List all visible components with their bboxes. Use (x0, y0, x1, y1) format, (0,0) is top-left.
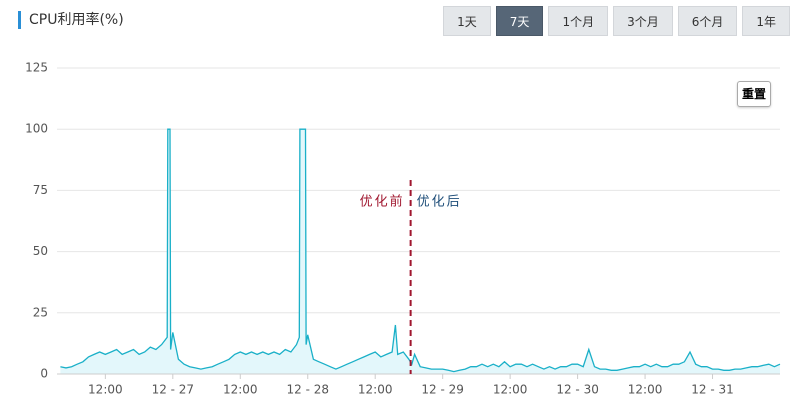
x-tick-label: 12:00 (493, 383, 528, 397)
chart-title: CPU利用率(%) (18, 11, 124, 29)
range-button[interactable]: 1年 (742, 6, 790, 36)
range-button[interactable]: 1个月 (548, 6, 609, 36)
reset-button[interactable]: 重置 (737, 81, 772, 107)
annotation: 优化后 (417, 195, 462, 210)
line (60, 128, 781, 373)
y-tick-label: 0 (40, 367, 48, 381)
x-tick-label: 12:00 (358, 383, 393, 397)
x-tick-label: 12:00 (628, 383, 663, 397)
x-tick-label: 12 - 31 (691, 383, 734, 397)
y-tick-label: 25 (33, 305, 48, 319)
y-tick-label: 50 (33, 244, 48, 258)
y-tick-label: 125 (25, 61, 48, 75)
range-selector: 1天 7天 1个月 3个月 6个月 1年 (443, 6, 790, 36)
annotation: 优化前 (360, 194, 405, 210)
x-tick-label: 12:00 (88, 383, 123, 397)
x-tick-label: 12 - 30 (556, 383, 599, 397)
range-button[interactable]: 6个月 (677, 6, 738, 36)
x-tick-label: 12 - 29 (421, 383, 464, 397)
x-tick-label: 12 - 27 (152, 383, 195, 397)
y-tick-label: 100 (25, 122, 48, 136)
x-tick-label: 12:00 (223, 383, 258, 397)
range-button[interactable]: 3个月 (613, 6, 673, 36)
x-tick-label: 12 - 28 (286, 383, 329, 397)
range-button[interactable]: 7天 (495, 6, 544, 36)
y-tick-label: 75 (33, 183, 48, 197)
range-button[interactable]: 1天 (443, 6, 491, 36)
